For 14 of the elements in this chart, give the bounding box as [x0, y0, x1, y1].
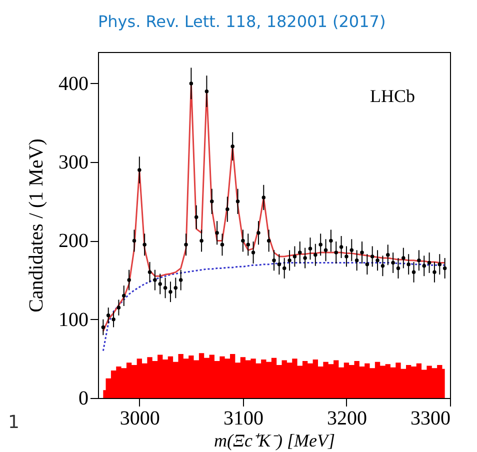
text: Phys. Rev. Lett. 118, 182001 (2017)	[98, 12, 386, 31]
y-tick-label: 400	[58, 72, 88, 95]
annotation: LHCb	[370, 86, 415, 106]
x-axis-title: m(Ξc⁺K⁻) [MeV]	[214, 430, 335, 450]
y-tick-label: 200	[58, 230, 88, 252]
y-tick-label: 300	[58, 152, 88, 174]
text: 1	[8, 412, 20, 433]
y-axis-title: Candidates / (1 MeV)	[26, 138, 48, 312]
y-tick-label: 100	[58, 308, 88, 331]
x-tick-label: 3000	[120, 408, 160, 430]
x-tick-label: 3200	[326, 408, 367, 430]
x-tick-label: 3100	[223, 408, 264, 430]
y-tick-label: 0	[78, 388, 88, 410]
x-tick-label: 3300	[410, 408, 450, 430]
